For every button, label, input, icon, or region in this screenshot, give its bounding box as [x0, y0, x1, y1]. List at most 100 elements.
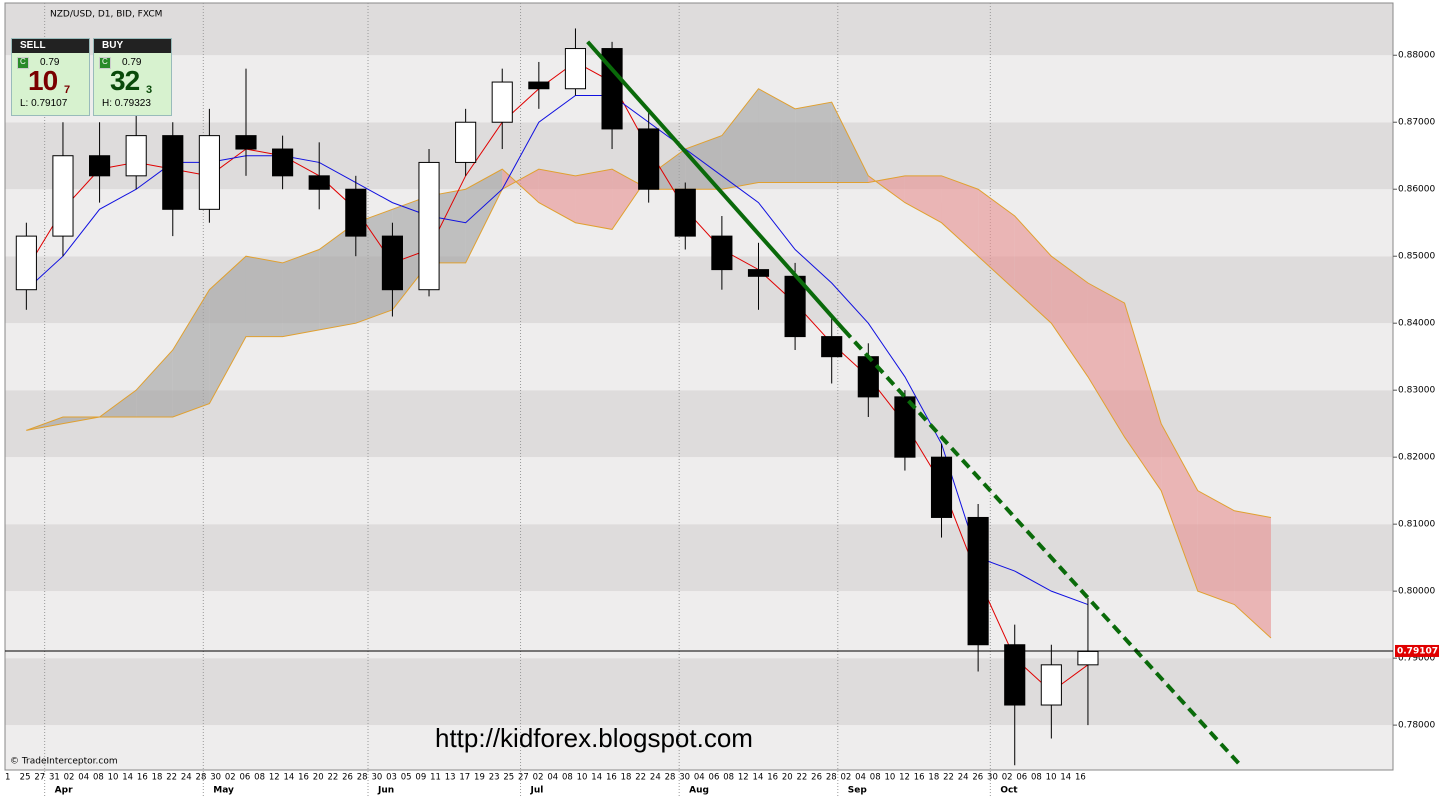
day-label: 26 — [342, 773, 353, 783]
trade-widget: SELL C 0.79 10 7 L: 0.79107 BUY C 0.79 3… — [11, 38, 173, 116]
sell-box[interactable]: SELL C 0.79 10 7 L: 0.79107 — [11, 38, 90, 116]
cloud-segment — [831, 102, 869, 183]
candle-body — [638, 128, 660, 190]
day-label: 02 — [840, 773, 851, 783]
day-label: 14 — [591, 773, 602, 783]
day-label: 11 — [430, 773, 441, 783]
candle-body — [564, 48, 587, 90]
badge-text: C — [102, 57, 108, 66]
day-label: 05 — [401, 773, 412, 783]
day-label: 02 — [64, 773, 75, 783]
cloud-segment — [319, 222, 356, 330]
candle-body — [125, 135, 147, 177]
day-label: 28 — [665, 773, 676, 783]
day-label: 14 — [753, 773, 764, 783]
price-label: 0.79107 — [1397, 646, 1438, 656]
month-label: Apr — [55, 786, 73, 796]
day-label: 27 — [518, 773, 529, 783]
candle-body — [821, 336, 843, 358]
cloud-segment — [538, 169, 576, 223]
buy-fraction: 3 — [146, 84, 153, 96]
day-label: 30 — [371, 773, 382, 783]
cloud-segment — [795, 102, 832, 183]
candle-body — [235, 135, 257, 150]
cloud-segment — [904, 175, 942, 223]
day-label: 12 — [899, 773, 910, 783]
cloud-segment — [245, 256, 283, 337]
sell-prefix: 0.79 — [40, 57, 60, 68]
day-label: 24 — [650, 773, 661, 783]
day-label: 08 — [1031, 773, 1042, 783]
band — [5, 591, 1393, 659]
month-label: Aug — [689, 786, 709, 796]
day-label: 26 — [972, 773, 983, 783]
trend-line — [586, 40, 846, 332]
day-label: 28 — [357, 773, 368, 783]
day-label: 06 — [709, 773, 720, 783]
cloud-segment — [1234, 510, 1271, 639]
cloud-segment — [282, 249, 320, 337]
day-label: 17 — [459, 773, 470, 783]
cloud-segment — [1124, 303, 1162, 491]
day-label: 30 — [987, 773, 998, 783]
day-label: 26 — [811, 773, 822, 783]
buy-prefix: 0.79 — [122, 57, 142, 68]
day-label: 04 — [694, 773, 705, 783]
month-label: Jun — [377, 786, 394, 796]
day-label: 28 — [196, 773, 207, 783]
buy-title: BUY — [94, 39, 171, 53]
candle-body — [857, 356, 879, 398]
candle-body — [162, 135, 184, 210]
day-label: 02 — [1002, 773, 1013, 783]
candle-body — [894, 396, 916, 458]
candle-body — [1040, 664, 1062, 706]
cloud-segment — [758, 88, 796, 183]
day-label: 27 — [34, 773, 45, 783]
day-label: 09 — [415, 773, 426, 783]
chart-title: NZD/USD, D1, BID, FXCM — [50, 10, 162, 20]
day-label: 22 — [166, 773, 177, 783]
cloud-segment — [465, 169, 503, 263]
day-label: 19 — [474, 773, 485, 783]
day-label: 30 — [679, 773, 690, 783]
day-label: 10 — [577, 773, 588, 783]
cloud-segment — [1014, 216, 1052, 324]
day-label: 08 — [254, 773, 265, 783]
day-label: 18 — [928, 773, 939, 783]
band — [5, 725, 1393, 770]
day-label: 30 — [210, 773, 221, 783]
band — [5, 658, 1393, 726]
candle-body — [930, 456, 953, 518]
price-tag — [1395, 644, 1439, 657]
candle-body — [15, 235, 37, 291]
day-label: 12 — [738, 773, 749, 783]
cloud-segment — [1197, 490, 1235, 605]
sell-pips: 10 — [28, 65, 58, 96]
cloud-segment — [1161, 423, 1198, 592]
candle-body — [89, 155, 111, 177]
candle-body — [674, 188, 696, 237]
buy-box[interactable]: BUY C 0.79 32 3 H: 0.79323 — [93, 38, 172, 116]
cloud-segment — [941, 175, 979, 257]
candle-body — [455, 121, 477, 163]
day-label: 20 — [313, 773, 324, 783]
watermark: © TradeInterceptor.com — [10, 757, 118, 767]
day-label: 03 — [386, 773, 397, 783]
day-label: 14 — [1060, 773, 1071, 783]
y-tick-label: 0.79000 — [1398, 654, 1435, 664]
day-label: 10 — [884, 773, 895, 783]
y-tick-label: 0.87000 — [1398, 118, 1435, 128]
trend-line — [842, 328, 1242, 767]
sell-limit: L: 0.79107 — [20, 98, 68, 109]
candle-body — [381, 235, 403, 291]
cloud-segment — [1051, 256, 1088, 377]
day-label: 20 — [782, 773, 793, 783]
y-tick-label: 0.80000 — [1398, 587, 1435, 597]
y-tick-label: 0.81000 — [1398, 520, 1435, 530]
day-label: 04 — [855, 773, 866, 783]
cloud-segment — [575, 169, 613, 230]
cloud-segment — [136, 349, 173, 417]
candle-body — [308, 175, 330, 190]
band — [5, 390, 1393, 458]
